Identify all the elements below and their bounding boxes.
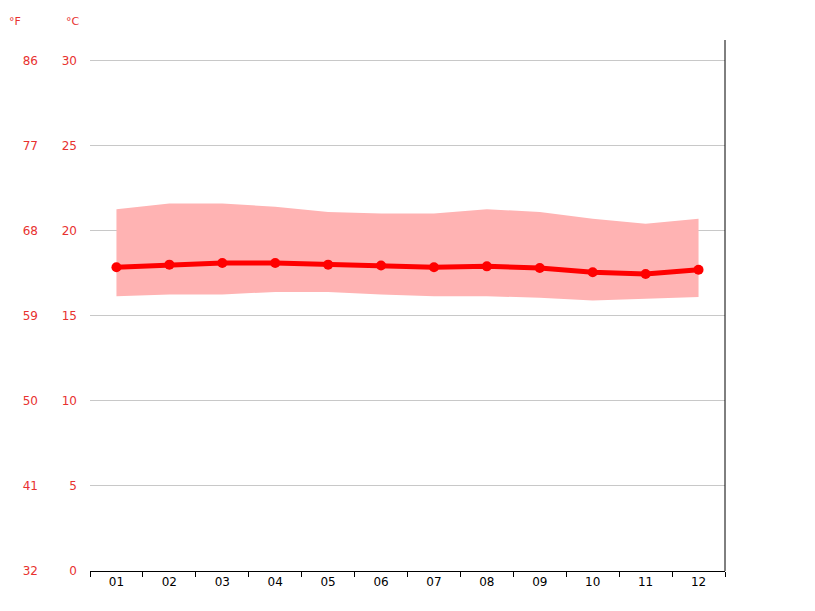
svg-text:59: 59 [23, 309, 38, 323]
svg-text:86: 86 [23, 54, 38, 68]
svg-text:11: 11 [638, 575, 653, 589]
svg-text:05: 05 [320, 575, 335, 589]
svg-text:06: 06 [373, 575, 388, 589]
svg-text:20: 20 [62, 224, 77, 238]
svg-text:07: 07 [426, 575, 441, 589]
svg-text:10: 10 [62, 394, 77, 408]
svg-text:10: 10 [585, 575, 600, 589]
svg-text:32: 32 [23, 564, 38, 578]
svg-text:01: 01 [109, 575, 124, 589]
svg-text:50: 50 [23, 394, 38, 408]
svg-text:0: 0 [69, 564, 77, 578]
svg-text:68: 68 [23, 224, 38, 238]
svg-text:12: 12 [691, 575, 706, 589]
svg-text:5: 5 [69, 479, 77, 493]
svg-text:15: 15 [62, 309, 77, 323]
svg-text:30: 30 [62, 54, 77, 68]
svg-text:41: 41 [23, 479, 38, 493]
svg-text:03: 03 [215, 575, 230, 589]
svg-text:04: 04 [268, 575, 283, 589]
svg-text:25: 25 [62, 139, 77, 153]
svg-text:02: 02 [162, 575, 177, 589]
svg-text:°F: °F [9, 15, 21, 28]
svg-text:77: 77 [23, 139, 38, 153]
svg-text:°C: °C [66, 15, 80, 28]
svg-text:09: 09 [532, 575, 547, 589]
svg-text:08: 08 [479, 575, 494, 589]
